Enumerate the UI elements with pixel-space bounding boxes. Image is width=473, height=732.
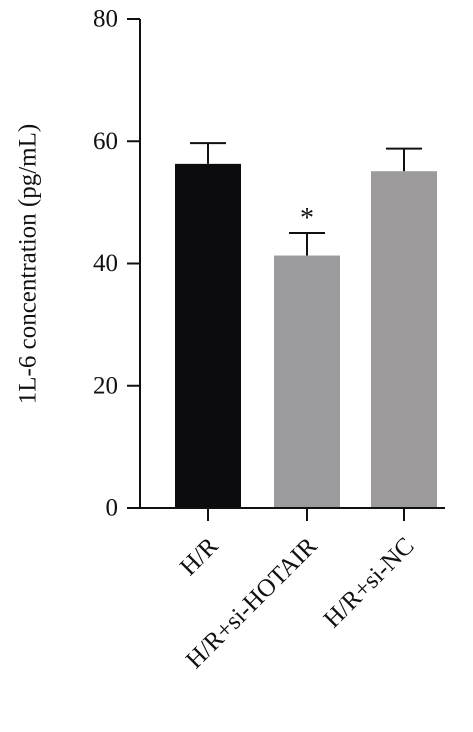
annotations-group: * (300, 203, 314, 234)
x-tick-label: H/R+si-NC (319, 532, 420, 633)
significance-marker: * (300, 203, 314, 234)
y-tick-label: 0 (106, 495, 119, 522)
y-tick-label: 60 (93, 128, 118, 155)
bar (175, 163, 241, 508)
y-tick-label: 40 (93, 250, 118, 277)
y-ticks-group: 0 20 40 60 80 (93, 6, 140, 522)
y-tick-label: 80 (93, 6, 118, 33)
y-axis-label: 1L-6 concentration (pg/mL) (15, 124, 42, 404)
y-tick-label: 20 (93, 372, 118, 399)
bars-group (175, 163, 437, 509)
bar (274, 255, 340, 508)
error-bars-group (190, 142, 422, 256)
x-tick-label: H/R (175, 532, 224, 581)
bar (371, 171, 437, 509)
